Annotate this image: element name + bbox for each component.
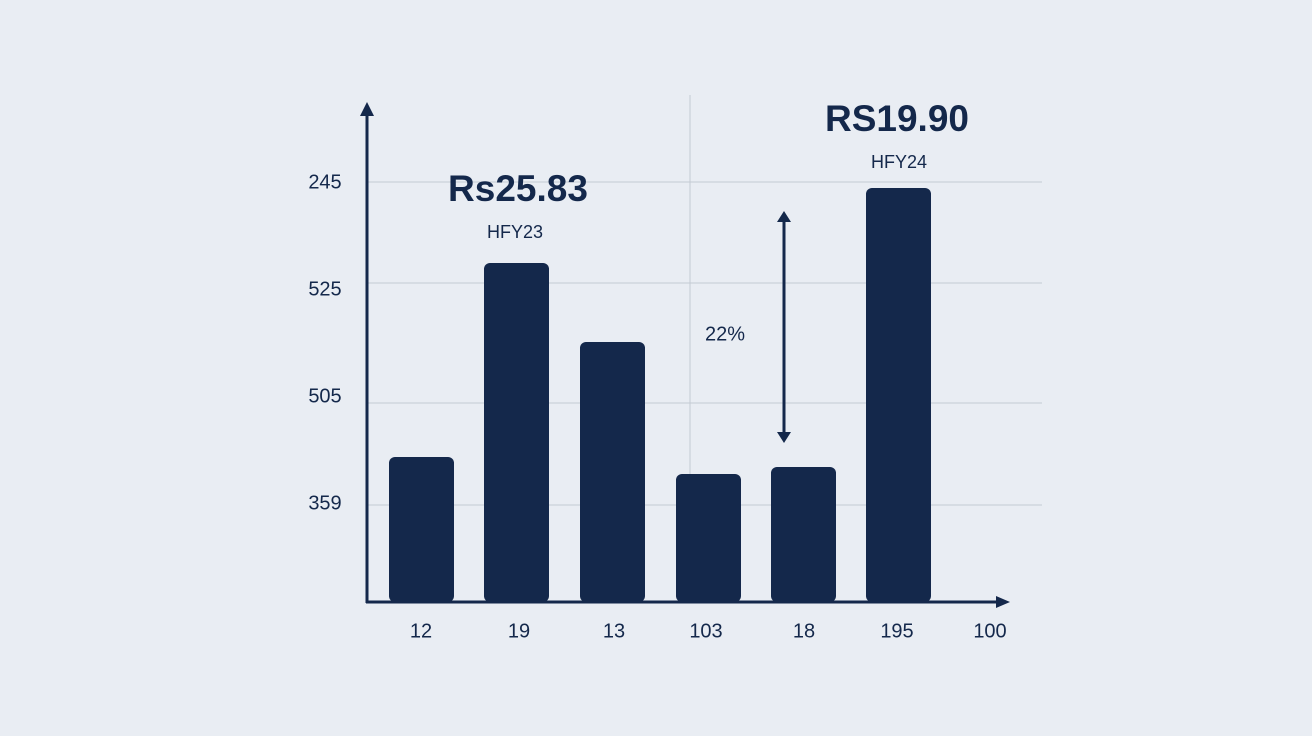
bar: [580, 342, 645, 602]
bar: [389, 457, 454, 602]
annotation-value: RS19.90: [825, 98, 969, 139]
bar: [771, 467, 836, 602]
x-axis-arrow: [996, 596, 1010, 608]
axes: [360, 102, 1010, 608]
bar: [866, 188, 931, 602]
bars: [389, 188, 931, 602]
x-tick-label: 103: [689, 620, 722, 642]
x-tick-label: 18: [793, 620, 815, 642]
change-arrow-head: [777, 211, 791, 222]
annotation-value: Rs25.83: [448, 168, 588, 209]
bar: [484, 263, 549, 602]
x-tick-label: 12: [410, 620, 432, 642]
x-tick-label: 195: [880, 620, 913, 642]
y-tick-label: 359: [308, 492, 341, 514]
y-tick-labels: 245 525 505 359: [308, 171, 341, 514]
y-tick-label: 525: [308, 278, 341, 300]
x-tick-label: 19: [508, 620, 530, 642]
annotation-period: HFY24: [871, 152, 927, 172]
change-arrow-head: [777, 432, 791, 443]
annotations: Rs25.83 HFY23 RS19.90 HFY24 22%: [448, 98, 969, 346]
annotation-period: HFY23: [487, 222, 543, 242]
change-label: 22%: [705, 323, 745, 345]
x-tick-label: 13: [603, 620, 625, 642]
x-tick-labels: 12 19 13 103 18 195 100: [410, 620, 1007, 642]
x-tick-label: 100: [973, 620, 1006, 642]
y-axis-arrow: [360, 102, 374, 116]
y-tick-label: 505: [308, 385, 341, 407]
bar: [676, 474, 741, 602]
y-tick-label: 245: [308, 171, 341, 193]
